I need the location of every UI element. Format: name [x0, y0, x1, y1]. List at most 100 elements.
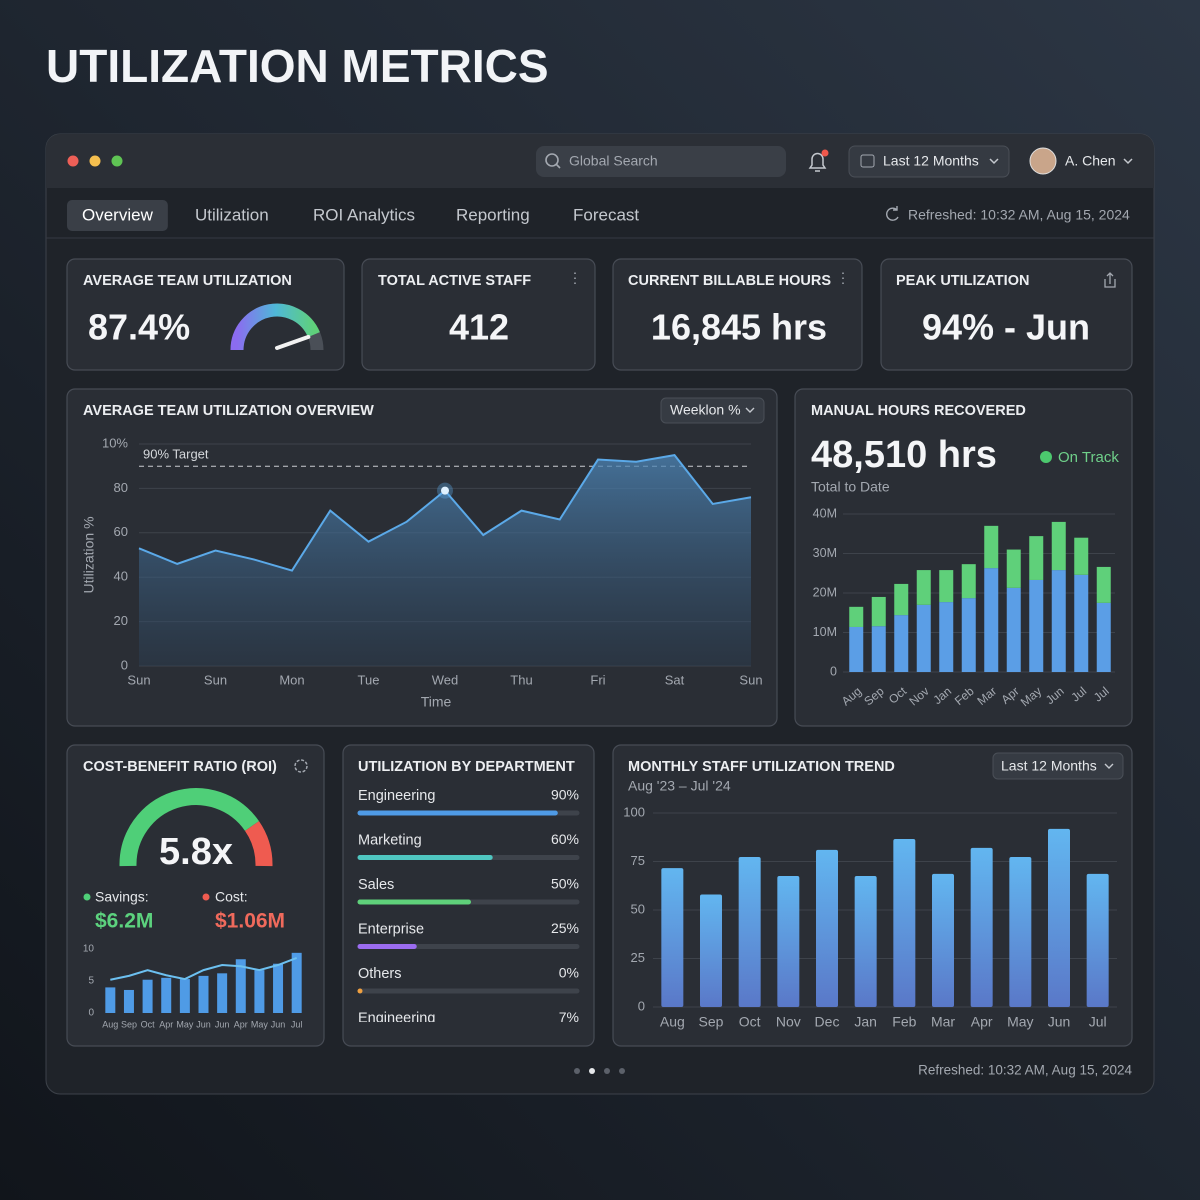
bar-segment: [1051, 570, 1066, 672]
roi-gauge-cost: [244, 821, 273, 867]
bar-segment: [1006, 549, 1021, 588]
user-name[interactable]: A. Chen: [1065, 153, 1116, 169]
kpi-label: PEAK UTILIZATION: [896, 273, 1029, 289]
bar: [198, 975, 209, 1013]
chevron: [1123, 158, 1133, 165]
x-tick-label: Apr: [971, 1014, 993, 1030]
y-tick-label: 0: [638, 998, 645, 1013]
y-tick-label: 100: [623, 804, 645, 819]
bar-segment: [1074, 574, 1089, 672]
search-box[interactable]: [536, 146, 786, 177]
x-tick-label: May: [1007, 1014, 1033, 1030]
highlight-point: [441, 486, 449, 495]
bar: [1086, 873, 1109, 1007]
close-button[interactable]: [67, 155, 79, 167]
y-tick-label: 40: [114, 569, 128, 584]
department-name: Marketing: [358, 832, 422, 848]
x-tick-label: Sun: [739, 672, 762, 687]
bar: [142, 979, 153, 1013]
kpi-card: [880, 258, 1133, 371]
tab[interactable]: ROI Analytics: [313, 205, 415, 224]
bar-segment: [961, 564, 976, 599]
chevron: [745, 407, 755, 413]
page-dot[interactable]: [574, 1068, 580, 1074]
dropdown[interactable]: [660, 397, 765, 424]
x-tick-label: Jun: [215, 1019, 230, 1029]
status: On Track: [1058, 449, 1119, 466]
cost-label: Cost:: [215, 889, 248, 905]
dropdown-label: Weeklon %: [670, 402, 741, 418]
refresh-icon[interactable]: [886, 206, 899, 221]
minimize-button[interactable]: [89, 155, 101, 167]
y-axis-label: Utilization %: [81, 516, 97, 593]
tab[interactable]: Forecast: [573, 205, 639, 224]
bar-segment: [849, 606, 864, 627]
share-icon[interactable]: [1104, 272, 1116, 288]
active-tab: [67, 200, 168, 231]
x-tick-label: Feb: [892, 1014, 916, 1030]
x-axis-label: Time: [421, 694, 452, 710]
x-tick-label: Dec: [815, 1014, 840, 1030]
search-icon: [545, 153, 559, 167]
legend-dot: [202, 893, 210, 901]
bar: [273, 963, 284, 1013]
kpi-value: 16,845 hrs: [651, 307, 827, 348]
savings-value: $6.2M: [95, 910, 153, 933]
tab[interactable]: Utilization: [195, 205, 269, 224]
bar: [816, 849, 838, 1007]
total: 48,510 hrs: [811, 434, 997, 476]
chevron: [1104, 763, 1114, 769]
dropdown-label: Last 12 Months: [1001, 758, 1097, 774]
chart-card: [342, 744, 595, 1047]
date-filter[interactable]: [848, 145, 1010, 178]
search-placeholder: Global Search: [569, 153, 658, 169]
footer-refreshed: Refreshed: 10:32 AM, Aug 15, 2024: [918, 1063, 1132, 1078]
bar-segment: [1074, 537, 1089, 575]
department-name: Sales: [358, 877, 394, 893]
roi-ratio: 5.8x: [159, 831, 233, 873]
menu[interactable]: ⋮: [568, 270, 582, 286]
target-label: 90% Target: [143, 447, 209, 462]
bar: [291, 952, 302, 1013]
bar: [123, 989, 134, 1013]
x-tick-label: Nov: [776, 1014, 801, 1030]
department-value: 25%: [551, 920, 579, 936]
bar: [661, 868, 684, 1007]
bar-segment: [939, 602, 954, 672]
y-tick-label: 40M: [813, 506, 837, 520]
page-dot[interactable]: [619, 1068, 625, 1074]
y-tick-label: 0: [830, 664, 837, 678]
department-value: 7%: [559, 1009, 579, 1025]
x-tick-label: Apr: [159, 1019, 173, 1029]
page-dot[interactable]: [604, 1068, 610, 1074]
department-name: Enterprise: [358, 921, 424, 937]
x-tick-label: Mar: [931, 1014, 955, 1030]
tab[interactable]: Reporting: [456, 205, 530, 224]
avatar[interactable]: [1029, 147, 1057, 175]
tab[interactable]: Overview: [82, 205, 154, 224]
roi-gauge-savings: [119, 788, 259, 867]
notifications[interactable]: [808, 152, 827, 172]
kpi-card: [66, 258, 345, 371]
bar-segment: [916, 570, 931, 605]
chart-title: UTILIZATION BY DEPARTMENT: [358, 759, 575, 775]
x-tick-label: Fri: [590, 672, 605, 687]
dropdown[interactable]: [992, 752, 1124, 780]
caption: Total to Date: [811, 479, 890, 495]
menu[interactable]: ⋮: [836, 270, 850, 286]
search-icon: [555, 163, 561, 169]
x-tick-label: Sun: [204, 672, 227, 687]
x-tick-label: Jul: [1089, 1014, 1107, 1030]
bar-segment: [1096, 566, 1111, 603]
area: [139, 455, 751, 666]
bar: [1048, 828, 1070, 1007]
maximize-button[interactable]: [111, 155, 123, 167]
settings-icon[interactable]: [294, 759, 308, 773]
calendar-icon: [860, 154, 875, 168]
department-value: 60%: [551, 831, 579, 847]
page-dot[interactable]: [589, 1068, 595, 1074]
bar: [893, 838, 916, 1007]
x-tick-label: Aug: [102, 1019, 118, 1029]
y-tick-label: 10: [83, 944, 95, 955]
x-tick-label: Sep: [121, 1019, 137, 1029]
